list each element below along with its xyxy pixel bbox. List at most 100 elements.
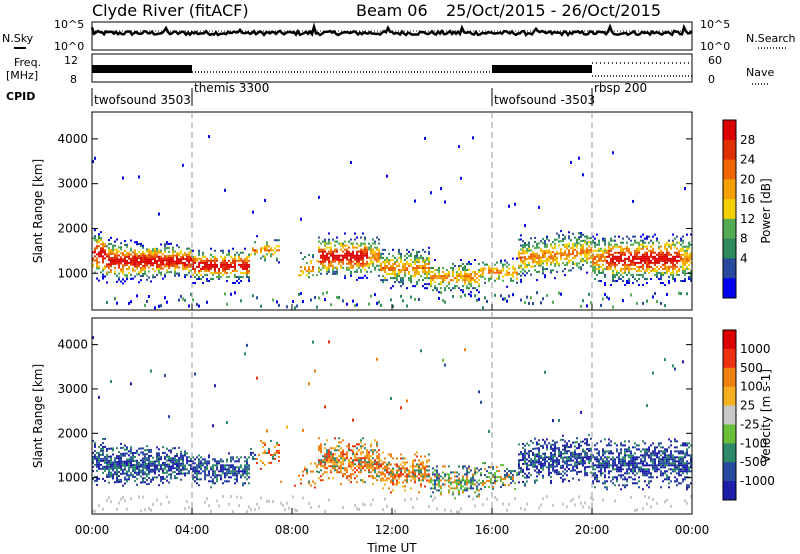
heatmap-cell	[120, 442, 122, 445]
heatmap-cell	[644, 251, 646, 254]
heatmap-cell	[248, 476, 250, 479]
heatmap-cell	[598, 462, 600, 465]
heatmap-cell	[522, 454, 524, 457]
heatmap-cell	[220, 261, 222, 264]
heatmap-cell	[158, 456, 160, 459]
heatmap-cell	[376, 357, 378, 361]
colorbar-swatch	[723, 218, 736, 240]
heatmap-cell	[114, 457, 116, 460]
heatmap-cell	[356, 303, 358, 307]
heatmap-cell	[236, 460, 238, 463]
heatmap-cell	[142, 274, 144, 277]
heatmap-cell	[424, 266, 426, 270]
heatmap-cell	[398, 262, 400, 265]
heatmap-cell	[424, 465, 426, 468]
heatmap-cell	[672, 255, 674, 258]
heatmap-cell	[668, 269, 670, 272]
heatmap-cell	[126, 480, 128, 483]
heatmap-cell	[416, 475, 418, 478]
heatmap-cell	[544, 243, 546, 246]
heatmap-cell	[274, 453, 276, 456]
heatmap-cell	[584, 235, 586, 238]
heatmap-cell	[222, 269, 224, 272]
heatmap-cell	[592, 249, 594, 252]
heatmap-cell	[300, 217, 302, 221]
heatmap-cell	[582, 239, 584, 242]
heatmap-cell	[552, 447, 554, 450]
heatmap-cell	[252, 249, 254, 252]
heatmap-cell	[184, 274, 186, 277]
heatmap-cell	[144, 270, 146, 273]
heatmap-cell	[154, 468, 156, 471]
heatmap-cell	[168, 259, 170, 262]
heatmap-cell	[428, 260, 430, 263]
heatmap-cell	[594, 472, 596, 475]
heatmap-cell	[320, 475, 322, 478]
heatmap-cell	[592, 456, 594, 459]
heatmap-cell	[518, 461, 520, 464]
heatmap-cell	[214, 474, 216, 477]
heatmap-cell	[146, 457, 148, 460]
heatmap-cell	[684, 187, 686, 191]
heatmap-cell	[536, 447, 538, 450]
heatmap-cell	[474, 471, 476, 474]
heatmap-cell	[224, 476, 226, 479]
heatmap-cell	[388, 487, 390, 490]
heatmap-cell	[218, 504, 220, 508]
heatmap-cell	[234, 472, 236, 475]
heatmap-cell	[640, 239, 642, 242]
heatmap-cell	[494, 263, 496, 266]
heatmap-cell	[482, 484, 484, 487]
heatmap-cell	[602, 269, 604, 272]
heatmap-cell	[560, 438, 562, 441]
heatmap-cell	[364, 268, 366, 271]
heatmap-cell	[206, 497, 208, 501]
heatmap-cell	[564, 267, 566, 271]
heatmap-cell	[686, 257, 688, 260]
heatmap-cell	[552, 269, 554, 272]
heatmap-cell	[214, 271, 216, 274]
heatmap-cell	[328, 240, 330, 243]
heatmap-cell	[584, 454, 586, 457]
heatmap-cell	[218, 269, 220, 272]
heatmap-cell	[206, 300, 208, 304]
heatmap-cell	[562, 478, 564, 481]
heatmap-cell	[524, 476, 526, 479]
heatmap-cell	[400, 269, 402, 272]
heatmap-cell	[518, 252, 520, 255]
heatmap-cell	[388, 463, 390, 466]
heatmap-cell	[192, 468, 194, 471]
heatmap-cell	[566, 442, 568, 445]
heatmap-cell	[672, 275, 674, 278]
heatmap-cell	[226, 468, 228, 471]
heatmap-cell	[174, 268, 176, 271]
heatmap-cell	[596, 456, 598, 459]
heatmap-cell	[538, 242, 540, 245]
heatmap-cell	[408, 473, 410, 476]
heatmap-cell	[222, 470, 224, 473]
heatmap-cell	[576, 264, 578, 267]
heatmap-cell	[150, 454, 152, 457]
heatmap-cell	[340, 455, 342, 458]
heatmap-cell	[580, 410, 582, 414]
heatmap-cell	[682, 267, 684, 270]
heatmap-cell	[586, 438, 588, 441]
heatmap-cell	[592, 253, 594, 256]
heatmap-cell	[280, 501, 282, 505]
heatmap-cell	[598, 257, 600, 260]
heatmap-cell	[452, 262, 454, 265]
heatmap-cell	[586, 466, 588, 469]
heatmap-cell	[460, 275, 462, 278]
heatmap-cell	[604, 284, 606, 287]
heatmap-cell	[334, 258, 336, 261]
heatmap-cell	[524, 462, 526, 465]
heatmap-cell	[104, 465, 106, 468]
heatmap-cell	[374, 266, 376, 269]
heatmap-cell	[400, 258, 402, 261]
heatmap-cell	[680, 239, 682, 242]
heatmap-cell	[670, 273, 672, 276]
heatmap-cell	[480, 468, 482, 471]
heatmap-cell	[394, 269, 396, 272]
heatmap-cell	[402, 465, 404, 468]
heatmap-cell	[544, 254, 546, 257]
